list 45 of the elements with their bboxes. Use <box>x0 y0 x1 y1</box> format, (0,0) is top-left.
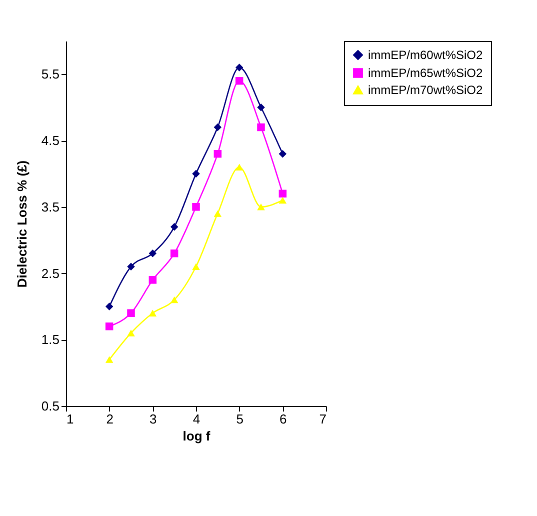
point <box>235 64 244 72</box>
point <box>214 123 222 132</box>
point <box>105 356 114 363</box>
point <box>235 76 244 85</box>
y-tick-label: 0.5 <box>41 398 60 414</box>
point <box>170 222 178 231</box>
x-axis-title: log f <box>182 428 211 444</box>
point <box>278 150 287 158</box>
point <box>127 330 135 336</box>
point <box>278 196 287 204</box>
point <box>214 150 222 158</box>
point <box>192 170 200 178</box>
point <box>105 302 114 310</box>
point <box>105 322 114 330</box>
point <box>127 262 135 271</box>
point <box>170 249 178 258</box>
y-tick-label: 1.5 <box>41 332 60 348</box>
point <box>148 310 157 316</box>
x-tick-label: 4 <box>192 412 200 426</box>
point <box>192 203 200 211</box>
y-axis-title: Dielectric Loss % (£) <box>14 160 30 288</box>
y-tick-label: 4.5 <box>41 133 60 148</box>
x-tick-label: 6 <box>280 412 287 426</box>
point <box>278 190 287 198</box>
x-tick-label: 2 <box>106 412 114 426</box>
point <box>148 276 157 284</box>
x-tick-label: 5 <box>236 412 244 426</box>
legend-label: immEP/m60wt%SiO2 <box>368 48 484 62</box>
point <box>192 263 200 270</box>
point <box>235 164 244 170</box>
point <box>127 309 135 317</box>
point <box>214 210 222 217</box>
point <box>170 296 178 304</box>
y-tick-label: 5.5 <box>41 66 60 82</box>
legend-label: immEP/m70wt%SiO2 <box>368 83 484 97</box>
x-tick-label: 3 <box>150 412 157 426</box>
point <box>257 103 265 112</box>
point <box>148 249 157 258</box>
y-tick-label: 2.5 <box>41 266 60 281</box>
y-tick-label: 3.5 <box>41 199 60 214</box>
x-tick-label: 7 <box>319 412 326 426</box>
legend-label: immEP/m65wt%SiO2 <box>368 66 484 80</box>
point <box>257 123 265 132</box>
point <box>257 204 265 210</box>
x-tick-label: 1 <box>66 412 74 426</box>
